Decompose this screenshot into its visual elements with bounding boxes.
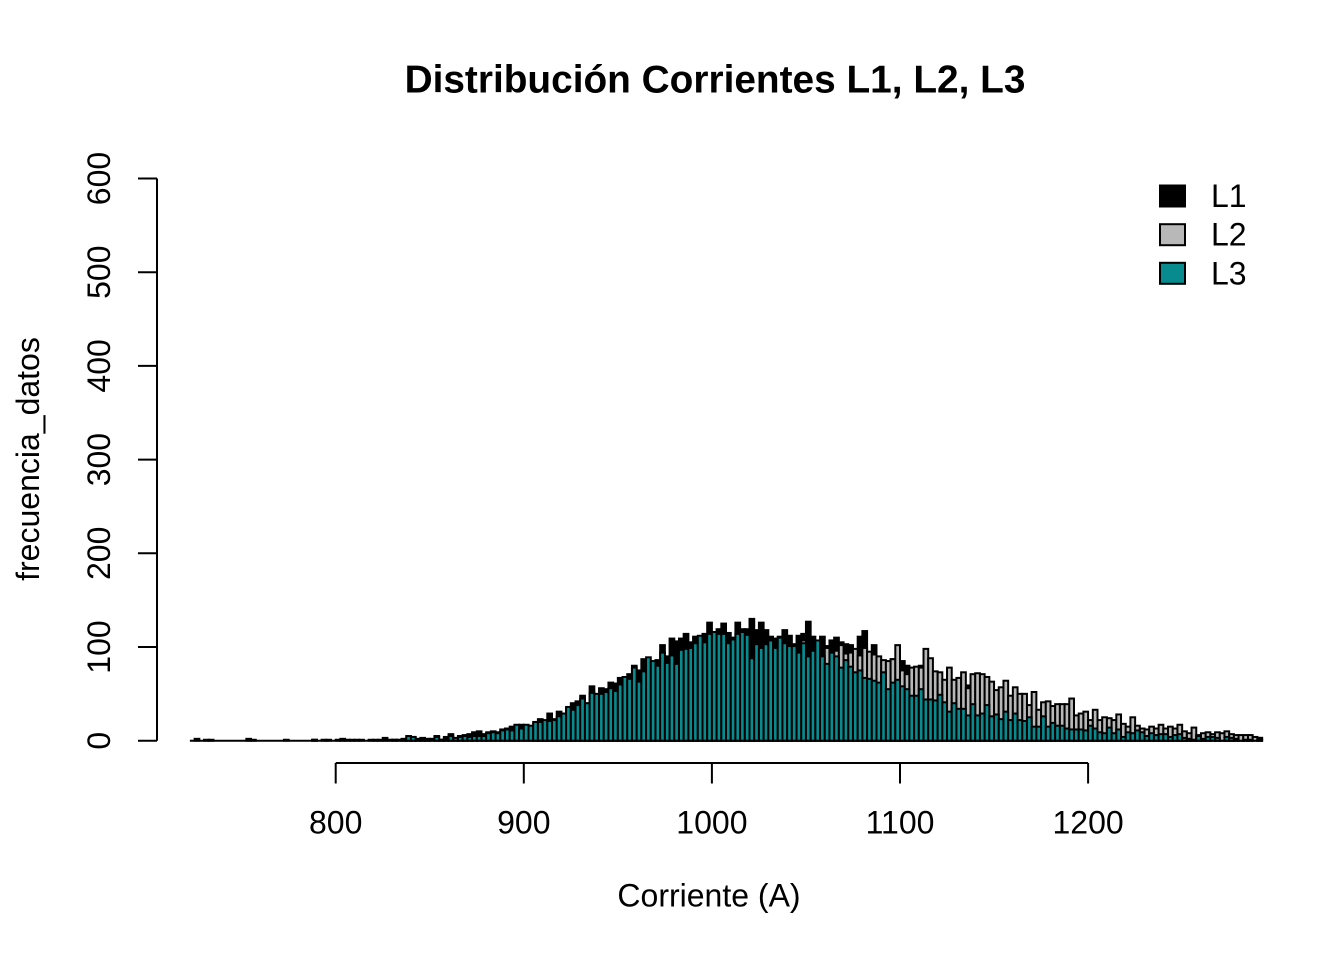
svg-text:L1: L1 (1211, 178, 1247, 214)
svg-text:300: 300 (81, 433, 117, 486)
svg-text:1000: 1000 (676, 805, 747, 841)
svg-text:L3: L3 (1211, 255, 1247, 291)
svg-text:L2: L2 (1211, 217, 1247, 253)
svg-text:Distribución Corrientes L1, L2: Distribución Corrientes L1, L2, L3 (405, 59, 1026, 102)
svg-text:400: 400 (81, 339, 117, 392)
svg-text:1100: 1100 (866, 805, 935, 841)
svg-text:800: 800 (309, 805, 362, 841)
svg-text:900: 900 (497, 805, 550, 841)
svg-text:200: 200 (81, 527, 117, 580)
svg-text:0: 0 (81, 732, 117, 750)
svg-text:1200: 1200 (1053, 805, 1124, 841)
svg-text:500: 500 (81, 246, 117, 299)
svg-text:100: 100 (81, 620, 117, 673)
svg-text:frecuencia_datos: frecuencia_datos (10, 337, 46, 581)
svg-text:Corriente (A): Corriente (A) (617, 878, 800, 914)
svg-text:600: 600 (81, 152, 117, 205)
